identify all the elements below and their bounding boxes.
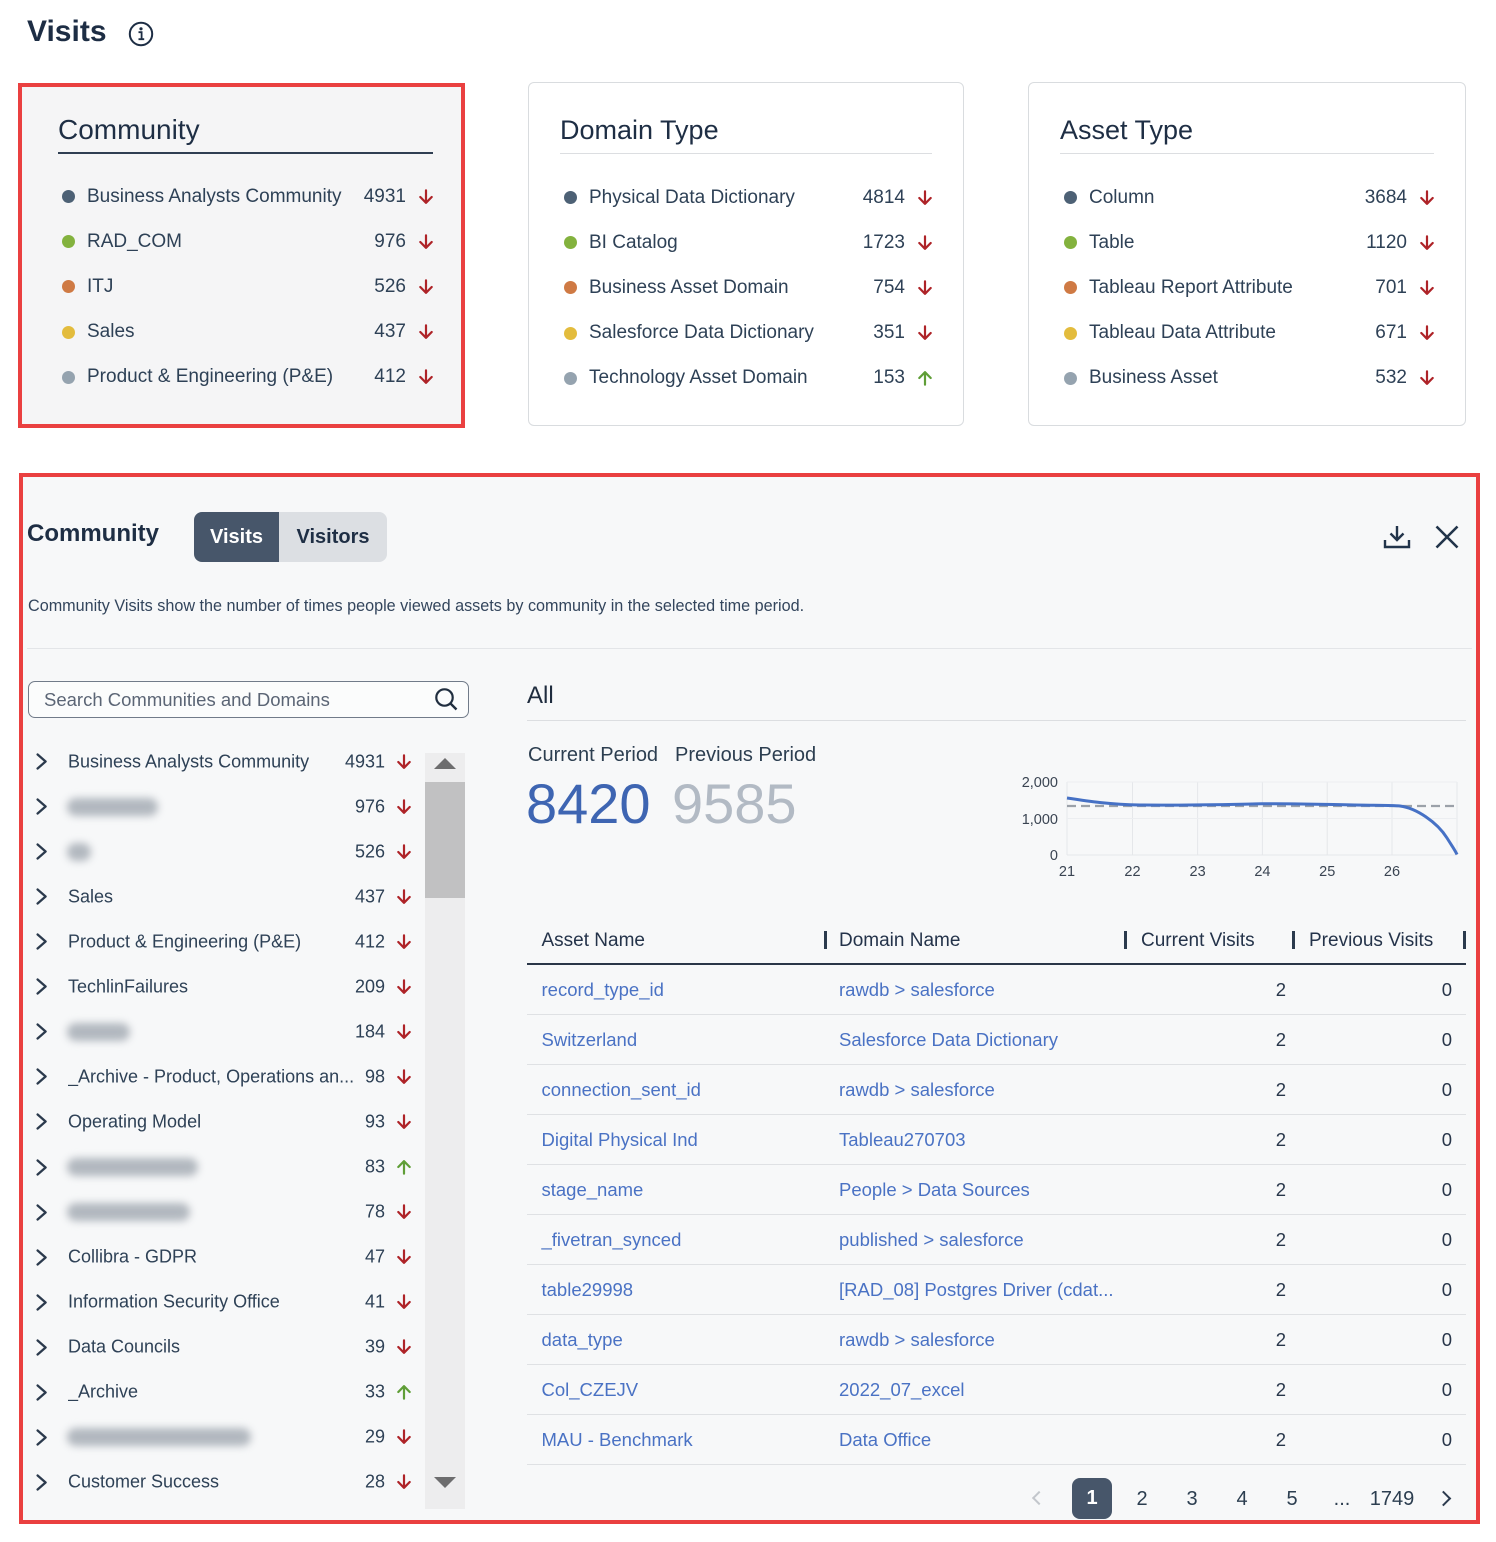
svg-text:23: 23 [1190, 864, 1206, 880]
svg-text:25: 25 [1319, 864, 1335, 880]
svg-text:1,000: 1,000 [1022, 812, 1058, 828]
svg-text:24: 24 [1254, 864, 1270, 880]
svg-text:2,000: 2,000 [1022, 775, 1058, 791]
svg-text:0: 0 [1050, 848, 1058, 864]
svg-text:26: 26 [1384, 864, 1400, 880]
svg-text:21: 21 [1059, 864, 1075, 880]
svg-text:22: 22 [1124, 864, 1140, 880]
